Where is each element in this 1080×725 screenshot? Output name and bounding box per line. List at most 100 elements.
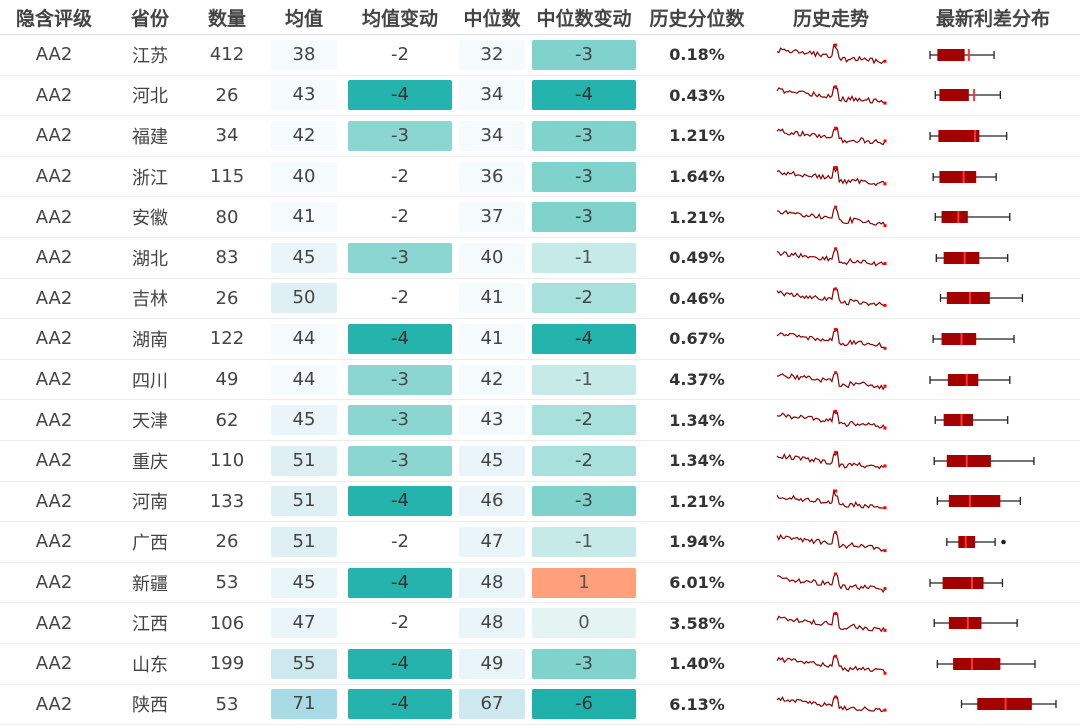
count-cell: 412: [192, 34, 262, 76]
count-cell: 26: [192, 75, 262, 117]
province-cell: 湖南: [108, 318, 192, 360]
table-row[interactable]: AA2 福建 34 42 -3 34 -3 1.21%: [0, 115, 1080, 157]
mean-change-cell: -3: [346, 399, 454, 441]
trend-sparkline: [776, 85, 887, 105]
count-cell: 110: [192, 440, 262, 482]
median-cell: 37: [454, 196, 530, 238]
distribution-cell: [906, 34, 1080, 76]
boxplot-box: [946, 292, 990, 305]
table-row[interactable]: AA2 湖北 83 45 -3 40 -1 0.49%: [0, 237, 1080, 279]
sparkline-path: [776, 126, 886, 146]
count-cell: 106: [192, 602, 262, 644]
mean-cell: 38: [262, 34, 346, 76]
table-row[interactable]: AA2 新疆 53 45 -4 48 1 6.01%: [0, 562, 1080, 604]
median-change-value: -1: [532, 364, 636, 395]
trend-cell: [756, 684, 906, 725]
table-row[interactable]: AA2 广西 26 51 -2 47 -1 1.94%: [0, 521, 1080, 563]
median-change-value: -3: [532, 161, 636, 192]
sparkline-marker: [834, 612, 838, 616]
count-cell: 133: [192, 481, 262, 523]
header-distribution[interactable]: 最新利差分布: [906, 0, 1080, 35]
boxplot-box: [937, 48, 965, 61]
median-change-cell: -2: [530, 278, 638, 320]
table-row[interactable]: AA2 河南 133 51 -4 46 -3 1.21%: [0, 481, 1080, 523]
mean-value: 38: [271, 39, 337, 70]
sparkline-path: [776, 696, 886, 713]
mean-change-cell: -3: [346, 237, 454, 279]
mean-change-cell: -2: [346, 278, 454, 320]
mean-value: 44: [271, 364, 337, 395]
sparkline-path: [776, 43, 886, 65]
mean-value: 40: [271, 161, 337, 192]
header-rating[interactable]: 隐含评级: [0, 0, 108, 35]
table-row[interactable]: AA2 陕西 53 71 -4 67 -6 6.13%: [0, 684, 1080, 725]
rating-cell: AA2: [0, 562, 108, 604]
table-row[interactable]: AA2 江苏 412 38 -2 32 -3 0.18%: [0, 34, 1080, 76]
trend-cell: [756, 278, 906, 320]
spread-boxplot: [936, 657, 1036, 670]
table-row[interactable]: AA2 天津 62 45 -3 43 -2 1.34%: [0, 399, 1080, 441]
mean-cell: 50: [262, 278, 346, 320]
mean-value: 50: [271, 283, 337, 314]
count-cell: 26: [192, 521, 262, 563]
sparkline-marker: [883, 464, 887, 468]
percentile-cell: 1.94%: [638, 521, 756, 563]
table-row[interactable]: AA2 山东 199 55 -4 49 -3 1.40%: [0, 643, 1080, 685]
spread-boxplot: [939, 292, 1024, 305]
spread-boxplot: [960, 698, 1057, 711]
province-cell: 河北: [108, 75, 192, 117]
table-row[interactable]: AA2 江西 106 47 -2 48 0 3.58%: [0, 602, 1080, 644]
median-change-cell: -1: [530, 237, 638, 279]
distribution-cell: [906, 643, 1080, 685]
count-cell: 83: [192, 237, 262, 279]
percentile-cell: 0.43%: [638, 75, 756, 117]
percentile-cell: 1.40%: [638, 643, 756, 685]
median-change-cell: -3: [530, 115, 638, 157]
median-cell: 41: [454, 278, 530, 320]
sparkline-marker: [834, 287, 838, 291]
count-cell: 115: [192, 156, 262, 198]
province-cell: 浙江: [108, 156, 192, 198]
header-trend[interactable]: 历史走势: [756, 0, 906, 35]
table-row[interactable]: AA2 河北 26 43 -4 34 -4 0.43%: [0, 75, 1080, 117]
trend-cell: [756, 359, 906, 401]
table-row[interactable]: AA2 浙江 115 40 -2 36 -3 1.64%: [0, 156, 1080, 198]
count-cell: 80: [192, 196, 262, 238]
header-province[interactable]: 省份: [108, 0, 192, 35]
sparkline-marker: [883, 139, 887, 143]
header-mean-change[interactable]: 均值变动: [346, 0, 454, 35]
header-median[interactable]: 中位数: [454, 0, 530, 35]
mean-cell: 41: [262, 196, 346, 238]
mean-value: 45: [271, 567, 337, 598]
boxplot-box: [947, 373, 979, 386]
header-mean[interactable]: 均值: [262, 0, 346, 35]
median-cell: 49: [454, 643, 530, 685]
table-row[interactable]: AA2 四川 49 44 -3 42 -1 4.37%: [0, 359, 1080, 401]
mean-value: 51: [271, 486, 337, 517]
mean-change-cell: -3: [346, 440, 454, 482]
sparkline-marker: [883, 304, 887, 308]
boxplot-box: [941, 332, 977, 345]
distribution-cell: [906, 359, 1080, 401]
sparkline-marker: [883, 426, 887, 430]
median-value: 34: [459, 120, 525, 151]
sparkline-marker: [883, 181, 887, 185]
boxplot-box: [953, 657, 1001, 670]
spread-boxplot: [932, 170, 997, 183]
median-change-cell: -4: [530, 318, 638, 360]
sparkline-marker: [834, 695, 838, 699]
table-row[interactable]: AA2 吉林 26 50 -2 41 -2 0.46%: [0, 278, 1080, 320]
table-row[interactable]: AA2 湖南 122 44 -4 41 -4 0.67%: [0, 318, 1080, 360]
percentile-cell: 0.49%: [638, 237, 756, 279]
table-row[interactable]: AA2 重庆 110 51 -3 45 -2 1.34%: [0, 440, 1080, 482]
trend-sparkline: [776, 450, 887, 470]
header-percentile[interactable]: 历史分位数: [638, 0, 756, 35]
table-row[interactable]: AA2 安徽 80 41 -2 37 -3 1.21%: [0, 196, 1080, 238]
median-change-cell: -2: [530, 399, 638, 441]
trend-sparkline: [776, 287, 887, 308]
mean-change-value: -3: [348, 445, 452, 476]
header-count[interactable]: 数量: [192, 0, 262, 35]
sparkline-path: [776, 572, 886, 593]
header-median-change[interactable]: 中位数变动: [530, 0, 638, 35]
